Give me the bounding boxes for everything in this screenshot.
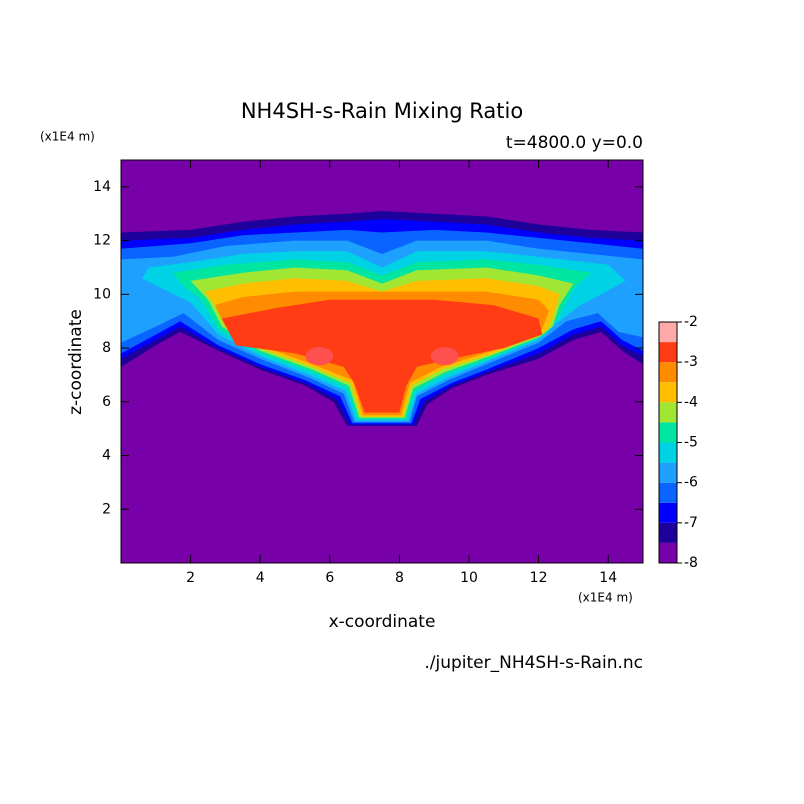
x-tick-label: 8: [395, 570, 404, 586]
chart-subtitle: t=4800.0 y=0.0: [506, 133, 643, 153]
source-file: ./jupiter_NH4SH-s-Rain.nc: [424, 653, 643, 673]
colorbar-swatch: [659, 462, 677, 483]
colorbar-tick-label: -6: [684, 475, 698, 491]
colorbar-tick-label: -8: [684, 555, 698, 571]
colorbar-swatch: [659, 442, 677, 463]
x-tick-label: 10: [460, 570, 478, 586]
colorbar-swatch: [659, 342, 677, 363]
colorbar-swatch: [659, 362, 677, 383]
x-tick-label: 2: [186, 570, 195, 586]
colorbar-swatch: [659, 402, 677, 423]
y-unit: (x1E4 m): [40, 130, 95, 144]
colorbar-swatch: [659, 542, 677, 563]
colorbar-swatch: [659, 422, 677, 443]
x-tick-label: 6: [325, 570, 334, 586]
colorbar-tick-label: -7: [684, 515, 698, 531]
y-tick-label: 6: [102, 394, 111, 410]
colorbar-swatch: [659, 502, 677, 523]
colorbar-swatch: [659, 482, 677, 503]
colorbar-swatch: [659, 382, 677, 403]
y-tick-label: 14: [93, 179, 111, 195]
colorbar-tick-label: -4: [684, 394, 698, 410]
y-tick-label: 4: [102, 448, 111, 464]
x-tick-label: 4: [256, 570, 265, 586]
x-unit: (x1E4 m): [578, 591, 633, 605]
colorbar-tick-label: -5: [684, 435, 698, 451]
colorbar-swatch: [659, 322, 677, 343]
plot-area: [121, 160, 643, 563]
y-tick-label: 12: [93, 233, 111, 249]
contour-region: [221, 299, 543, 413]
y-tick-label: 8: [102, 340, 111, 356]
x-tick-label: 12: [530, 570, 548, 586]
chart-title: NH4SH-s-Rain Mixing Ratio: [241, 99, 523, 123]
contour-region: [430, 347, 459, 366]
plot-frame: [120, 159, 644, 564]
contour-region: [305, 347, 334, 366]
x-axis-label: x-coordinate: [329, 612, 436, 632]
colorbar-tick-label: -2: [684, 314, 698, 330]
colorbar-tick-label: -3: [684, 354, 698, 370]
y-axis-label: z-coordinate: [66, 309, 86, 415]
y-tick-label: 10: [93, 286, 111, 302]
y-tick-label: 2: [102, 501, 111, 517]
colorbar-swatch: [659, 522, 677, 543]
x-tick-label: 14: [599, 570, 617, 586]
